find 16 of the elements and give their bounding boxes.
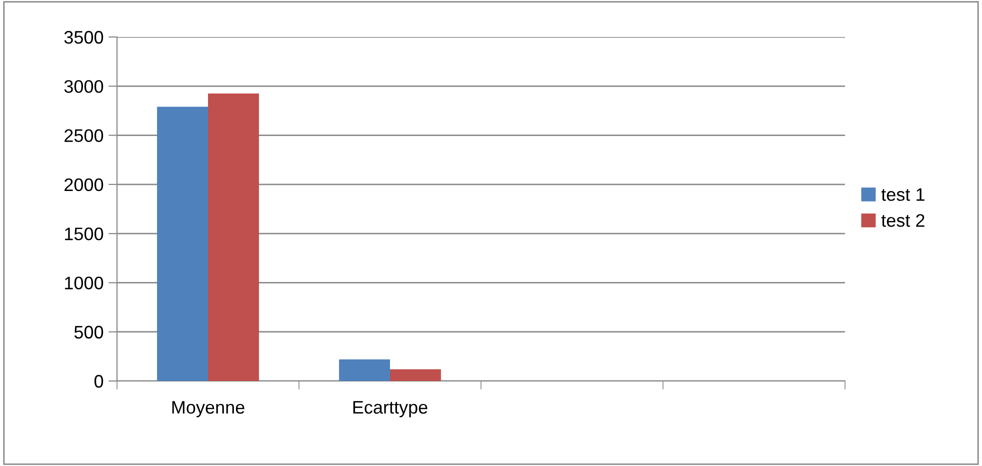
y-tick-label: 2000 (64, 178, 104, 192)
x-tick-label: Ecarttype (353, 401, 428, 418)
bar (390, 369, 441, 381)
y-tick-label: 0 (94, 374, 104, 388)
x-tick-label: Moyenne (172, 401, 244, 418)
y-tick-label: 1000 (65, 276, 104, 290)
y-tick-label: 3000 (64, 80, 104, 93)
bar (208, 94, 259, 381)
legend-label: test 2 (881, 214, 924, 227)
legend-label: test 1 (881, 188, 924, 201)
bar (157, 106, 208, 381)
y-tick-label: 1500 (65, 228, 104, 240)
y-tick-label: 3500 (64, 30, 104, 44)
bar (339, 359, 390, 381)
y-tick-label: 2500 (64, 129, 104, 142)
y-tick-label: 500 (74, 326, 104, 339)
